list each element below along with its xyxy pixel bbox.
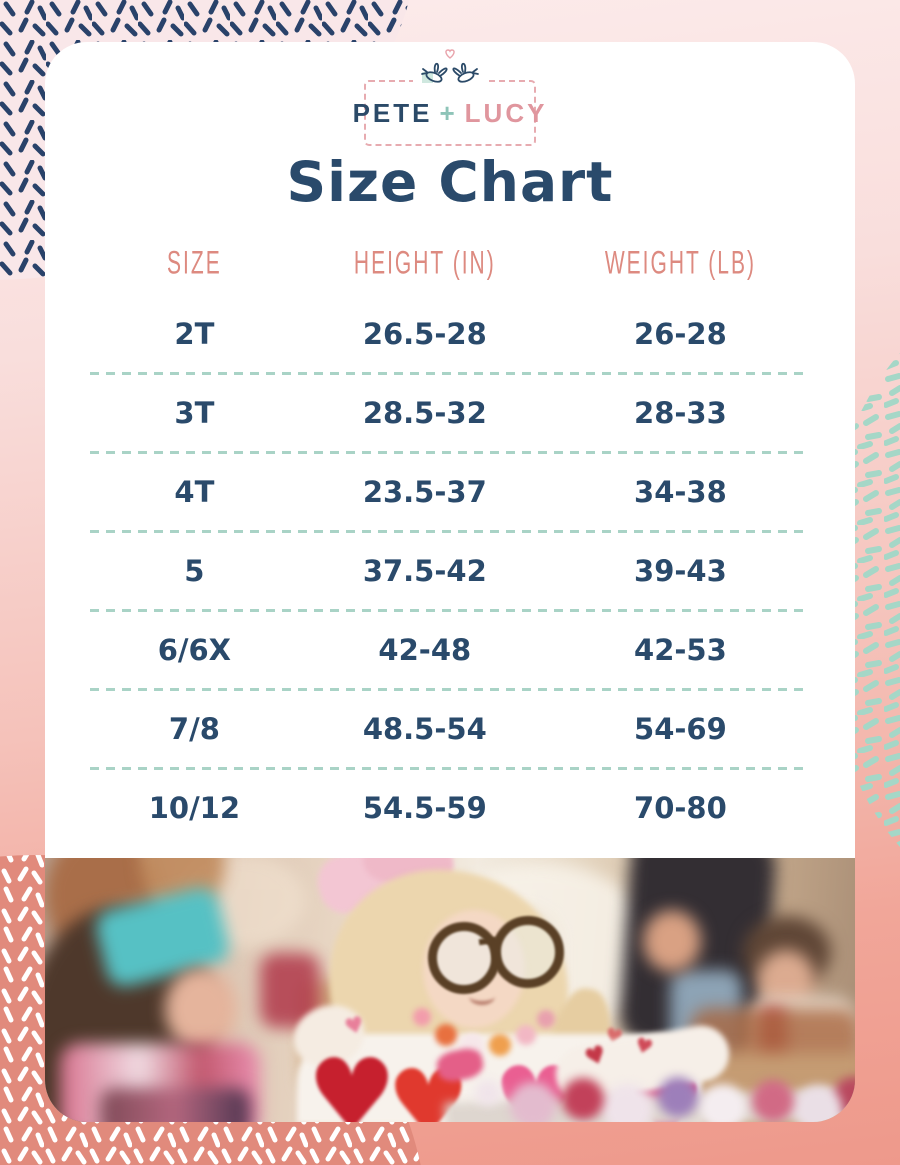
size-chart-card: PETE + LUCY Size Chart SIZE HEIGHT (IN) …	[45, 42, 855, 1122]
weight-cell: 70-80	[634, 791, 727, 825]
brand-logo: PETE + LUCY	[353, 49, 545, 146]
row-divider	[90, 688, 810, 691]
heart-icon	[445, 49, 455, 59]
table-row: 5 37.5-42 39-43	[90, 533, 810, 609]
size-table: SIZE HEIGHT (IN) WEIGHT (LB) 2T 26.5-28 …	[90, 232, 810, 846]
height-cell: 42-48	[378, 633, 472, 667]
confetti-dashes-right	[840, 353, 900, 847]
size-cell: 6/6X	[157, 633, 232, 667]
size-cell: 5	[184, 554, 205, 588]
column-header-height: HEIGHT (IN)	[353, 245, 496, 282]
table-row: 3T 28.5-32 28-33	[90, 375, 810, 451]
height-cell: 48.5-54	[362, 712, 487, 746]
heart-icon: ♥	[307, 1037, 397, 1123]
row-divider	[90, 530, 810, 533]
brand-plus: +	[439, 97, 458, 128]
row-divider	[90, 609, 810, 612]
weight-cell: 39-43	[634, 554, 727, 588]
table-row: 10/12 54.5-59 70-80	[90, 770, 810, 846]
height-cell: 23.5-37	[362, 475, 487, 509]
height-cell: 26.5-28	[362, 317, 487, 351]
logo-icons	[413, 49, 487, 86]
table-row: 7/8 48.5-54 54-69	[90, 691, 810, 767]
height-cell: 54.5-59	[362, 791, 487, 825]
photo-beads-pile	[475, 1080, 501, 1106]
size-cell: 10/12	[148, 791, 241, 825]
size-cell: 2T	[174, 317, 215, 351]
photo-adult-hands	[643, 910, 701, 972]
firefly-icon	[452, 62, 479, 83]
firefly-icon	[421, 62, 448, 83]
table-row: 4T 23.5-37 34-38	[90, 454, 810, 530]
brand-pete: PETE	[352, 97, 433, 128]
weight-cell: 54-69	[634, 712, 727, 746]
height-cell: 37.5-42	[362, 554, 487, 588]
weight-cell: 26-28	[634, 317, 727, 351]
weight-cell: 28-33	[634, 396, 727, 430]
brand-name: PETE + LUCY	[353, 82, 545, 144]
size-cell: 3T	[174, 396, 215, 430]
weight-cell: 34-38	[634, 475, 727, 509]
photo-girl-smile	[469, 988, 495, 1005]
row-divider	[90, 451, 810, 454]
lifestyle-photo: ♥ ♥ ♥ ♥ ♥ ♥ ♥ ♥	[45, 858, 855, 1122]
table-header-row: SIZE HEIGHT (IN) WEIGHT (LB)	[90, 232, 810, 296]
brand-lucy: LUCY	[464, 97, 548, 128]
height-cell: 28.5-32	[362, 396, 487, 430]
page-title: Size Chart	[286, 150, 614, 214]
row-divider	[90, 372, 810, 375]
table-row: 6/6X 42-48 42-53	[90, 612, 810, 688]
weight-cell: 42-53	[634, 633, 727, 667]
table-row: 2T 26.5-28 26-28	[90, 296, 810, 372]
photo-girl-left-skirt	[100, 1088, 250, 1122]
size-cell: 7/8	[168, 712, 220, 746]
row-divider	[90, 767, 810, 770]
column-header-weight: WEIGHT (LB)	[604, 245, 756, 282]
size-cell: 4T	[174, 475, 215, 509]
photo-necklace-beads	[413, 1008, 431, 1026]
photo-girl-left-face	[165, 968, 237, 1050]
column-header-size: SIZE	[167, 245, 222, 282]
